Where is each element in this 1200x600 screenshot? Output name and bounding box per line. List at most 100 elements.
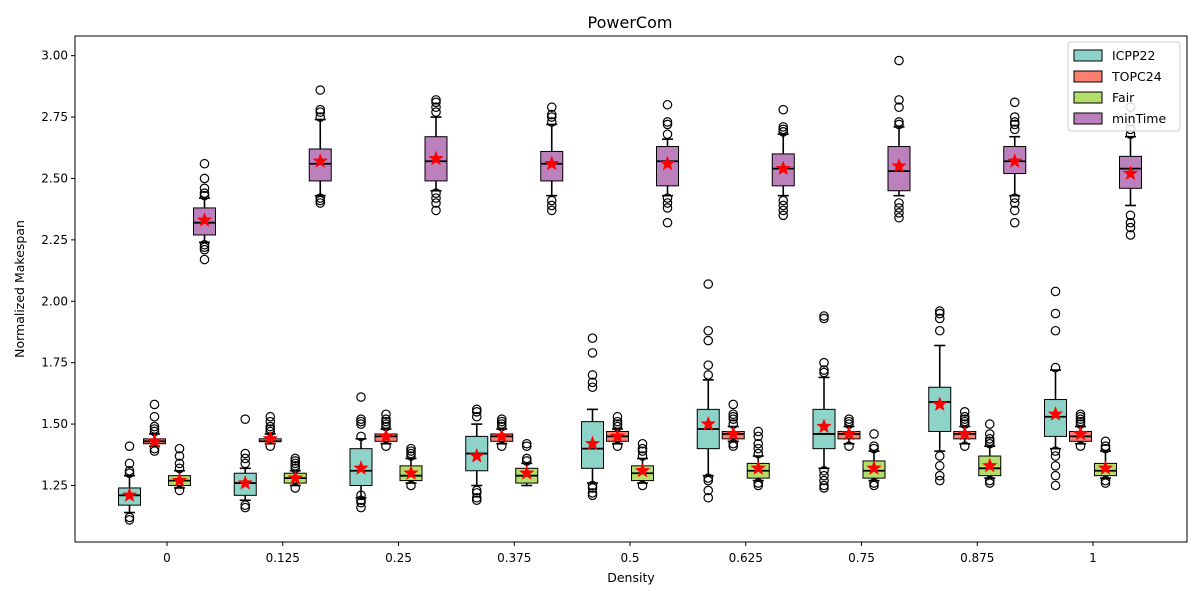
box-flier	[1125, 217, 1136, 228]
box-flier	[356, 431, 366, 442]
box-flier	[662, 193, 673, 203]
box-flier	[199, 183, 210, 194]
box-flier	[471, 488, 482, 498]
box-mean-star	[956, 425, 973, 441]
box-flier	[149, 446, 160, 456]
box-flier	[406, 446, 416, 456]
box-flier	[934, 470, 945, 481]
box-flier	[728, 441, 739, 452]
box-flier	[662, 119, 673, 130]
box-flier	[381, 416, 391, 427]
box-flier	[1009, 205, 1020, 216]
box-flier	[959, 441, 970, 452]
chart-title: PowerCom	[588, 13, 673, 32]
box-flier	[431, 193, 441, 203]
box-flier	[496, 414, 507, 424]
y-tick-label: 1.50	[41, 417, 68, 431]
box-flier	[778, 126, 789, 137]
box-flier	[199, 188, 210, 199]
box-flier	[703, 485, 714, 496]
box-mean-star	[196, 211, 213, 227]
box-flier	[290, 458, 301, 469]
box-mean-star	[775, 160, 792, 176]
box-flier	[356, 495, 366, 506]
box-mean-star	[428, 150, 444, 166]
box-flier	[703, 370, 714, 380]
box-flier	[753, 438, 764, 449]
x-tick-label: 0.875	[960, 551, 994, 565]
box-flier	[934, 451, 945, 461]
box-mean-star	[841, 425, 857, 441]
box-flier	[934, 308, 945, 319]
box-flier	[290, 456, 301, 466]
box-flier	[1100, 443, 1111, 454]
box-flier	[869, 443, 879, 454]
box-flier	[1050, 446, 1061, 456]
y-tick-label: 2.50	[41, 171, 68, 185]
box-flier	[728, 409, 739, 420]
box-flier	[819, 483, 829, 493]
box-flier	[199, 190, 210, 201]
axes-frame	[74, 35, 1188, 543]
box-flier	[471, 492, 482, 503]
legend-label: ICPP22	[1112, 48, 1155, 63]
box-flier	[753, 478, 764, 488]
box-flier	[199, 244, 210, 255]
box-flier	[496, 441, 507, 452]
box-flier	[1100, 441, 1111, 452]
box-flier	[728, 399, 739, 410]
box-flier	[778, 122, 789, 132]
box-mean-star	[493, 428, 510, 444]
legend-swatch	[1073, 91, 1103, 104]
box-flier	[1009, 193, 1020, 203]
box-flier	[637, 446, 648, 456]
box-mean-star	[609, 428, 626, 444]
box-flier	[1125, 210, 1136, 221]
box-flier	[149, 411, 160, 422]
box-flier	[124, 468, 135, 479]
box-mean-star	[262, 430, 279, 446]
box-flier	[1050, 362, 1061, 373]
box-mean-star	[750, 460, 767, 475]
box-flier	[124, 512, 135, 523]
box-flier	[959, 414, 970, 424]
legend: ICPP22 TOPC24 Fair minTime	[1067, 41, 1181, 132]
box-flier	[546, 200, 557, 211]
box-mean-star	[146, 433, 163, 448]
box-flier	[546, 109, 557, 120]
box-flier	[778, 205, 789, 216]
box-flier	[587, 488, 598, 498]
box-flier	[984, 419, 995, 429]
box-flier	[612, 416, 623, 427]
box-flier	[240, 458, 251, 469]
x-tick-label: 0.625	[729, 551, 763, 565]
box-flier	[431, 107, 441, 117]
box-flier	[703, 473, 714, 483]
box-flier	[894, 198, 904, 208]
box-mean-star	[1047, 406, 1064, 421]
y-tick-label: 2.75	[41, 110, 68, 124]
box-flier	[869, 480, 879, 491]
box-flier	[315, 198, 326, 208]
box-flier	[984, 438, 995, 449]
box-iqr	[928, 386, 952, 432]
box-flier	[894, 208, 904, 218]
box-flier	[819, 465, 829, 476]
box-flier	[1009, 112, 1020, 122]
x-axis-label: Density	[607, 570, 655, 585]
box-flier	[1050, 325, 1061, 336]
box-mean-star	[468, 447, 485, 463]
box-flier	[471, 411, 482, 422]
y-tick-label: 1.25	[41, 479, 68, 493]
box-flier	[753, 426, 764, 437]
box-flier	[703, 279, 714, 289]
box-flier	[637, 480, 648, 491]
box-flier	[521, 441, 532, 452]
legend-swatch	[1073, 49, 1103, 62]
box-flier	[728, 411, 739, 422]
box-flier	[869, 441, 879, 452]
box-flier	[521, 438, 532, 449]
box-flier	[356, 416, 366, 427]
box-flier	[546, 102, 557, 113]
